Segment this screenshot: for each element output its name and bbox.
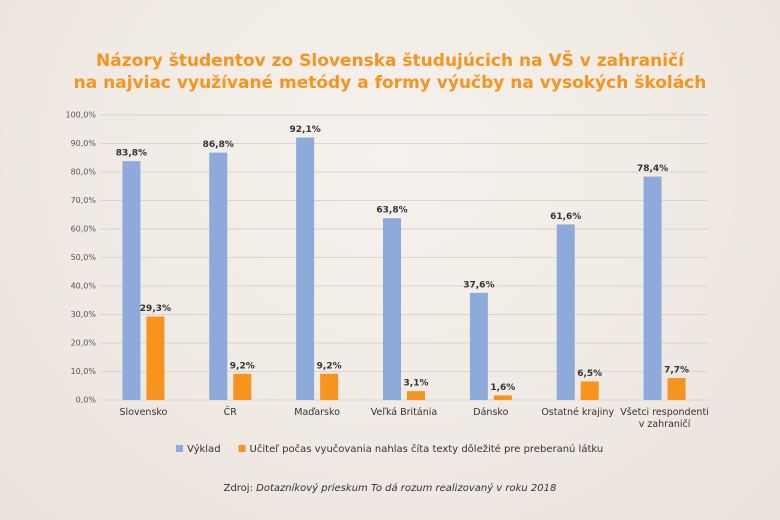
bar <box>469 292 488 400</box>
y-tick-label: 40,0% <box>71 282 97 291</box>
bar <box>556 224 575 400</box>
y-tick-label: 50,0% <box>71 253 97 262</box>
value-label: 9,2% <box>230 361 255 371</box>
value-label: 9,2% <box>317 361 342 371</box>
y-tick-label: 60,0% <box>71 225 97 234</box>
y-tick-label: 80,0% <box>71 168 97 177</box>
x-tick-label: Ostatné krajiny <box>541 407 615 418</box>
bar <box>209 152 228 400</box>
source-detail: Dotazníkový prieskum To dá rozum realizo… <box>256 482 556 494</box>
bar <box>320 373 339 400</box>
bar <box>580 381 599 400</box>
y-tick-label: 20,0% <box>71 339 97 348</box>
value-label: 92,1% <box>290 125 321 135</box>
x-tick-label: Maďarsko <box>294 407 340 418</box>
value-label: 37,6% <box>463 280 494 290</box>
bar <box>667 378 686 400</box>
x-tick-label: Dánsko <box>473 407 509 418</box>
bar <box>493 395 512 400</box>
legend-swatch <box>176 445 183 452</box>
value-label: 1,6% <box>490 383 515 393</box>
bar <box>383 218 401 400</box>
x-tick-label: Slovensko <box>119 407 168 418</box>
x-tick-label: ČR <box>223 407 237 418</box>
bar <box>146 316 165 400</box>
value-label: 78,4% <box>637 164 668 174</box>
source: Zdroj: Dotazníkový prieskum To dá rozum … <box>224 482 557 494</box>
chart-title: Názory študentov zo Slovenska študujúcic… <box>96 49 685 71</box>
bar <box>407 391 425 400</box>
bar <box>122 161 141 400</box>
value-label: 6,5% <box>577 369 602 379</box>
y-tick-label: 10,0% <box>71 367 97 376</box>
value-label: 61,6% <box>550 212 581 222</box>
value-label: 83,8% <box>116 149 147 159</box>
legend-label: Výklad <box>187 443 221 455</box>
y-tick-label: 30,0% <box>71 310 97 319</box>
y-tick-label: 90,0% <box>71 139 97 148</box>
value-label: 7,7% <box>664 366 689 376</box>
y-tick-label: 0,0% <box>76 396 97 405</box>
chart-title: na najviac využívané metódy a formy výuč… <box>74 73 707 93</box>
y-tick-label: 70,0% <box>71 196 97 205</box>
value-label: 86,8% <box>203 140 234 150</box>
value-label: 63,8% <box>376 206 407 216</box>
y-tick-label: 100,0% <box>65 111 96 120</box>
bar <box>233 373 252 400</box>
bar <box>643 176 662 400</box>
value-label: 3,1% <box>404 379 429 389</box>
x-tick-label: Veľká Británia <box>370 407 438 418</box>
x-tick-label: Všetci respondenti v zahraničí <box>620 407 709 430</box>
bar <box>296 137 315 400</box>
value-label: 29,3% <box>140 304 171 314</box>
source-prefix: Zdroj: <box>224 483 253 494</box>
legend-label: Učiteľ počas vyučovania nahlas číta text… <box>250 443 604 455</box>
legend-swatch <box>238 445 246 452</box>
